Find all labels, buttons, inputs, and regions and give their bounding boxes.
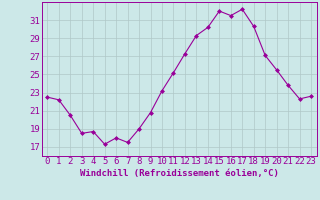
- X-axis label: Windchill (Refroidissement éolien,°C): Windchill (Refroidissement éolien,°C): [80, 169, 279, 178]
